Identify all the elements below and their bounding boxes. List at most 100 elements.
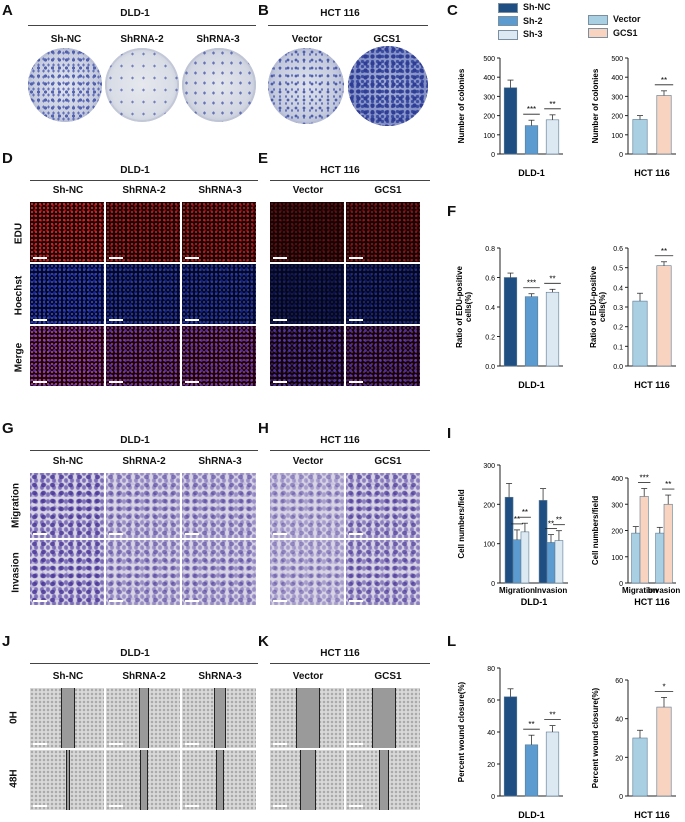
panel-a-cell-line: DLD-1 xyxy=(120,8,150,19)
micro-h-invasion-2 xyxy=(346,540,420,605)
bar-migration-sh-2 xyxy=(512,539,522,584)
y-axis-label: Number of colonies xyxy=(591,68,600,143)
y-axis-label-line: Ratio of EDU-positive xyxy=(455,266,464,348)
scale-bar xyxy=(109,743,123,745)
panel-d-group-2: ShRNA-2 xyxy=(122,185,166,196)
legend-label-sh2: Sh-2 xyxy=(523,15,543,26)
panel-k-group-1: Vector xyxy=(292,671,324,682)
wound-gap xyxy=(140,750,148,810)
scale-bar xyxy=(273,381,287,383)
significance-mark: ** xyxy=(549,711,555,720)
legend-item-shnc: Sh-NC xyxy=(498,2,551,13)
panel-d-row-merge: Merge xyxy=(13,342,25,373)
panel-k-group-2: GCS1 xyxy=(374,671,402,682)
y-tick-label: 40 xyxy=(615,717,623,724)
panel-j-group-1: Sh-NC xyxy=(52,671,84,682)
panel-letter-h: H xyxy=(258,420,269,437)
scale-bar xyxy=(185,805,199,807)
scale-bar xyxy=(33,319,47,321)
wound-gap xyxy=(378,750,390,810)
bar-migration-gcs1 xyxy=(639,496,649,584)
bar-sh-2 xyxy=(524,296,539,367)
y-tick-label: 40 xyxy=(487,730,495,737)
scale-bar xyxy=(109,381,123,383)
bar-gcs1 xyxy=(656,706,672,797)
y-tick-label: 0.5 xyxy=(613,266,623,273)
micro-d-hoechst-3 xyxy=(182,264,256,324)
colony-dish-vector xyxy=(268,48,344,124)
bar-sh-3 xyxy=(545,119,560,155)
scale-bar xyxy=(273,805,287,807)
y-axis-label: Percent wound closure(%) xyxy=(591,687,600,788)
y-axis-label: Ratio of EDU-positivecells(%) xyxy=(589,266,607,348)
bar-migration-sh-nc xyxy=(504,496,514,584)
panel-e-group-2: GCS1 xyxy=(374,185,402,196)
scale-bar xyxy=(349,600,363,602)
significance-mark: ** xyxy=(661,247,667,256)
y-tick-label: 0 xyxy=(491,794,495,801)
legend-item-gcs1: GCS1 xyxy=(588,28,641,39)
panel-j-cell-line: DLD-1 xyxy=(120,648,150,659)
bar-gcs1 xyxy=(656,95,672,155)
panel-letter-f: F xyxy=(447,203,457,220)
panel-e-rule xyxy=(270,180,430,181)
bar-sh-nc xyxy=(503,696,518,797)
scale-bar xyxy=(273,600,287,602)
y-tick-label: 100 xyxy=(483,542,495,549)
y-tick-label: 20 xyxy=(487,762,495,769)
y-tick-label: 0 xyxy=(619,581,623,588)
micro-h-migration-2 xyxy=(346,473,420,538)
panel-d-row-hoechst: Hoechst xyxy=(13,275,25,316)
micro-d-edu-3 xyxy=(182,202,256,262)
micro-g-migration-1 xyxy=(30,473,104,538)
y-tick-label: 0 xyxy=(619,152,623,159)
chart-l-hct116-wound: 0 20 40 60 Percent wound closure(%) * HCT 116 xyxy=(591,678,676,820)
panel-g-cell-line: DLD-1 xyxy=(120,435,150,446)
chart-i-dld1-transwell: 0 100 200 300 Cell numbers/field Migration Inv… xyxy=(457,463,568,607)
micro-j-48h-1 xyxy=(30,750,104,810)
y-tick-label: 500 xyxy=(483,56,495,63)
panel-g-row-invasion: Invasion xyxy=(10,552,22,593)
bar-invasion-vector xyxy=(655,532,665,584)
wound-gap xyxy=(295,688,321,748)
chart-f-hct116-edu: 0.0 0.1 0.2 0.3 0.4 0.5 0.6 Ratio of EDU-positi… xyxy=(589,246,676,390)
panel-k-rule xyxy=(270,663,430,664)
micro-j-48h-2 xyxy=(106,750,180,810)
colony-dish-gcs1 xyxy=(348,46,428,126)
scale-bar xyxy=(273,743,287,745)
significance-mark: *** xyxy=(527,279,536,288)
panel-d-rule xyxy=(30,180,258,181)
significance-mark: ** xyxy=(549,100,555,109)
panel-e-group-1: Vector xyxy=(292,185,324,196)
legend-swatch-shnc xyxy=(498,2,518,13)
y-tick-label: 200 xyxy=(611,529,623,536)
y-tick-label: 100 xyxy=(611,555,623,562)
panel-letter-b: B xyxy=(258,2,269,19)
panel-a-group-2: ShRNA-2 xyxy=(120,34,164,45)
wound-gap xyxy=(216,750,224,810)
panel-j-group-3: ShRNA-3 xyxy=(198,671,242,682)
y-tick-label: 300 xyxy=(483,463,495,470)
y-tick-label: 0.3 xyxy=(613,305,623,312)
panel-g-group-2: ShRNA-2 xyxy=(122,456,166,467)
x-axis-label: DLD-1 xyxy=(518,168,545,178)
scale-bar xyxy=(185,743,199,745)
scale-bar xyxy=(273,319,287,321)
scale-bar xyxy=(273,257,287,259)
y-axis-label: Percent wound closure(%) xyxy=(457,681,466,782)
panel-letter-d: D xyxy=(2,150,13,167)
y-tick-label: 400 xyxy=(483,75,495,82)
scale-bar xyxy=(349,381,363,383)
bar-sh-nc xyxy=(503,87,518,155)
y-axis-label-line: Percent wound closure(%) xyxy=(591,687,600,788)
panel-letter-i: I xyxy=(447,425,452,442)
y-tick-label: 0.4 xyxy=(613,285,623,292)
y-axis-label: Number of colonies xyxy=(457,68,466,143)
panel-a-group-3: ShRNA-3 xyxy=(196,34,240,45)
y-tick-label: 500 xyxy=(611,56,623,63)
bar-migration-vector xyxy=(631,532,641,584)
micro-e-hoechst-1 xyxy=(270,264,344,324)
scale-bar xyxy=(349,319,363,321)
micro-g-invasion-3 xyxy=(182,540,256,605)
micro-j-0h-2 xyxy=(106,688,180,748)
